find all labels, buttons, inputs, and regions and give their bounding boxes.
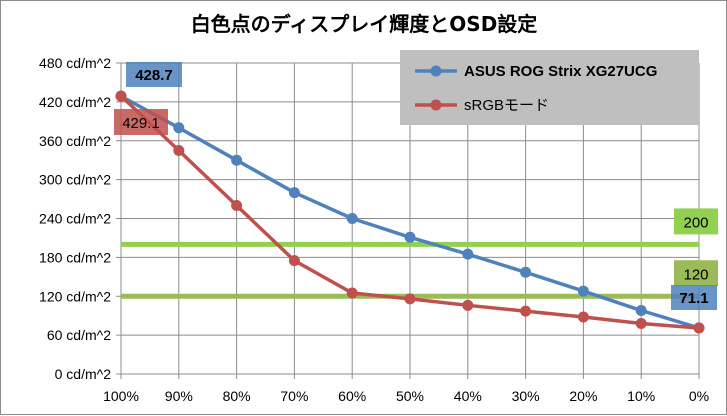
reference-label: 120 xyxy=(683,266,708,283)
data-point xyxy=(346,213,358,224)
data-point xyxy=(231,200,243,212)
axes: 0 cd/m^2 60 cd/m^2 120 cd/m^2 180 cd/m^2 240… xyxy=(39,55,709,404)
annotation-label: 71.1 xyxy=(679,290,708,307)
data-point xyxy=(462,248,474,260)
annotation-box xyxy=(671,285,717,310)
data-point xyxy=(693,322,705,334)
data-point xyxy=(288,187,300,199)
legend-box xyxy=(400,50,699,125)
data-point xyxy=(520,266,532,278)
data-point xyxy=(288,255,300,267)
data-point xyxy=(404,231,416,243)
reference-label-box xyxy=(674,208,718,235)
y-tick-label: 360 cd/m^2 xyxy=(39,133,111,149)
legend-entry: sRGBモード xyxy=(464,97,549,114)
data-point xyxy=(577,285,589,297)
legend-marker xyxy=(430,65,442,77)
y-tick-label: 120 cd/m^2 xyxy=(39,288,111,304)
data-point xyxy=(404,293,416,305)
data-point xyxy=(346,287,358,299)
chart-title: 白色点のディスプレイ輝度とOSD設定 xyxy=(191,12,538,36)
annotation-box xyxy=(126,62,182,87)
x-tick-label: 10% xyxy=(627,388,655,404)
data-point xyxy=(231,154,243,166)
y-tick-label: 0 cd/m^2 xyxy=(55,366,112,382)
data-point xyxy=(462,299,474,311)
y-tick-label: 480 cd/m^2 xyxy=(39,55,111,71)
x-tick-label: 100% xyxy=(103,388,139,404)
legend: ASUS ROG Strix XG27UCG sRGBモード xyxy=(400,50,699,125)
data-point xyxy=(115,90,127,102)
y-tick-label: 300 cd/m^2 xyxy=(39,172,111,188)
annotations: 428.7 429.1 71.1 xyxy=(114,62,717,310)
annotation-label: 429.1 xyxy=(122,115,160,132)
reference-lines: 200 120 xyxy=(121,208,718,299)
x-tick-label: 50% xyxy=(396,388,424,404)
reference-label: 200 xyxy=(683,214,708,231)
data-point xyxy=(173,122,185,134)
x-tick-label: 20% xyxy=(569,388,597,404)
data-point xyxy=(173,144,185,156)
series-lines xyxy=(115,90,705,334)
legend-marker xyxy=(430,99,442,111)
annotation-label: 428.7 xyxy=(135,67,173,84)
x-tick-label: 0% xyxy=(689,388,709,404)
legend-entry: ASUS ROG Strix XG27UCG xyxy=(464,63,657,80)
data-point xyxy=(635,305,647,317)
x-tick-label: 30% xyxy=(512,388,540,404)
annotation-box xyxy=(114,109,168,135)
data-point xyxy=(520,305,532,317)
data-point xyxy=(577,311,589,323)
y-tick-label: 420 cd/m^2 xyxy=(39,94,111,110)
y-tick-label: 240 cd/m^2 xyxy=(39,211,111,227)
x-tick-label: 90% xyxy=(165,388,193,404)
y-tick-label: 180 cd/m^2 xyxy=(39,249,111,265)
x-tick-label: 60% xyxy=(338,388,366,404)
x-tick-label: 70% xyxy=(280,388,308,404)
x-tick-label: 80% xyxy=(223,388,251,404)
data-point xyxy=(635,317,647,329)
x-tick-label: 40% xyxy=(454,388,482,404)
y-tick-label: 60 cd/m^2 xyxy=(47,327,111,343)
reference-label-box xyxy=(674,260,718,287)
